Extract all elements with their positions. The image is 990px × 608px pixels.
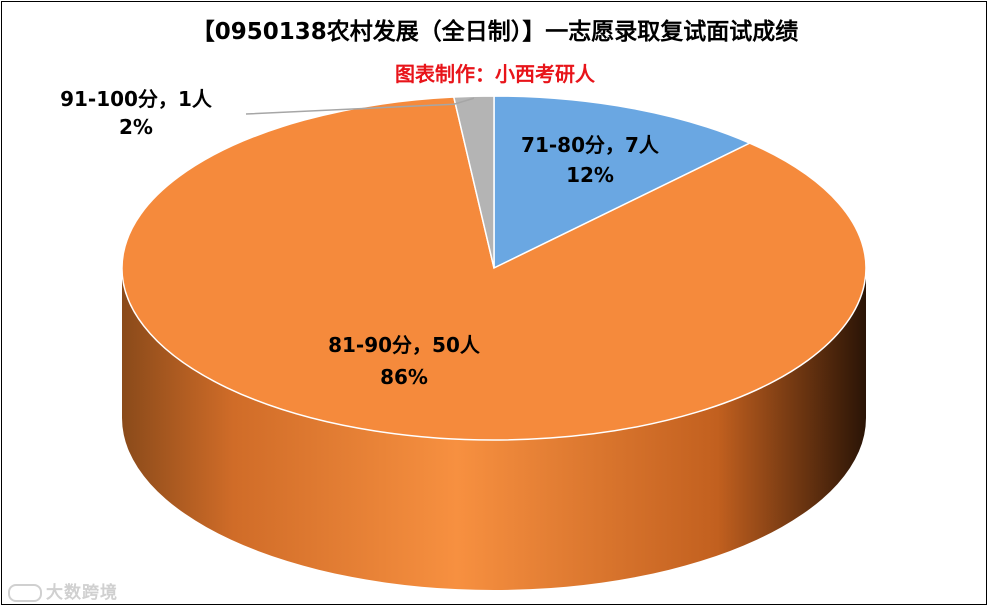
pie-side-wall [122, 268, 866, 590]
slice-percent-label: 86% [380, 365, 428, 389]
chart-title: 【0950138农村发展（全日制）】一志愿录取复试面试成绩 [191, 19, 799, 45]
slice-label: 81-90分，50人 [328, 333, 481, 357]
chart-subtitle: 图表制作：小西考研人 [395, 62, 595, 86]
pie-slice-71-80 [493, 95, 752, 270]
slice-percent-label: 2% [119, 115, 153, 139]
pie-slice-81-90 [121, 96, 867, 441]
leader-line-91-100 [245, 97, 475, 115]
pie-labels: 71-80分，7人 12% 81-90分，50人 86% 91-100分，1人 2% [60, 87, 660, 389]
pie-side-wall-81-90 [122, 268, 866, 590]
slice-label: 91-100分，1人 [60, 87, 213, 111]
slice-percent-label: 12% [566, 163, 614, 187]
watermark-text: 大数跨境 [46, 583, 118, 603]
watermark-logo-icon [8, 584, 42, 602]
pie-top [121, 95, 867, 441]
slice-label: 71-80分，7人 [521, 133, 660, 157]
pie-slice-91-100 [452, 95, 495, 269]
watermark: 大数跨境 [8, 578, 118, 603]
pie-leader-lines [245, 97, 475, 115]
